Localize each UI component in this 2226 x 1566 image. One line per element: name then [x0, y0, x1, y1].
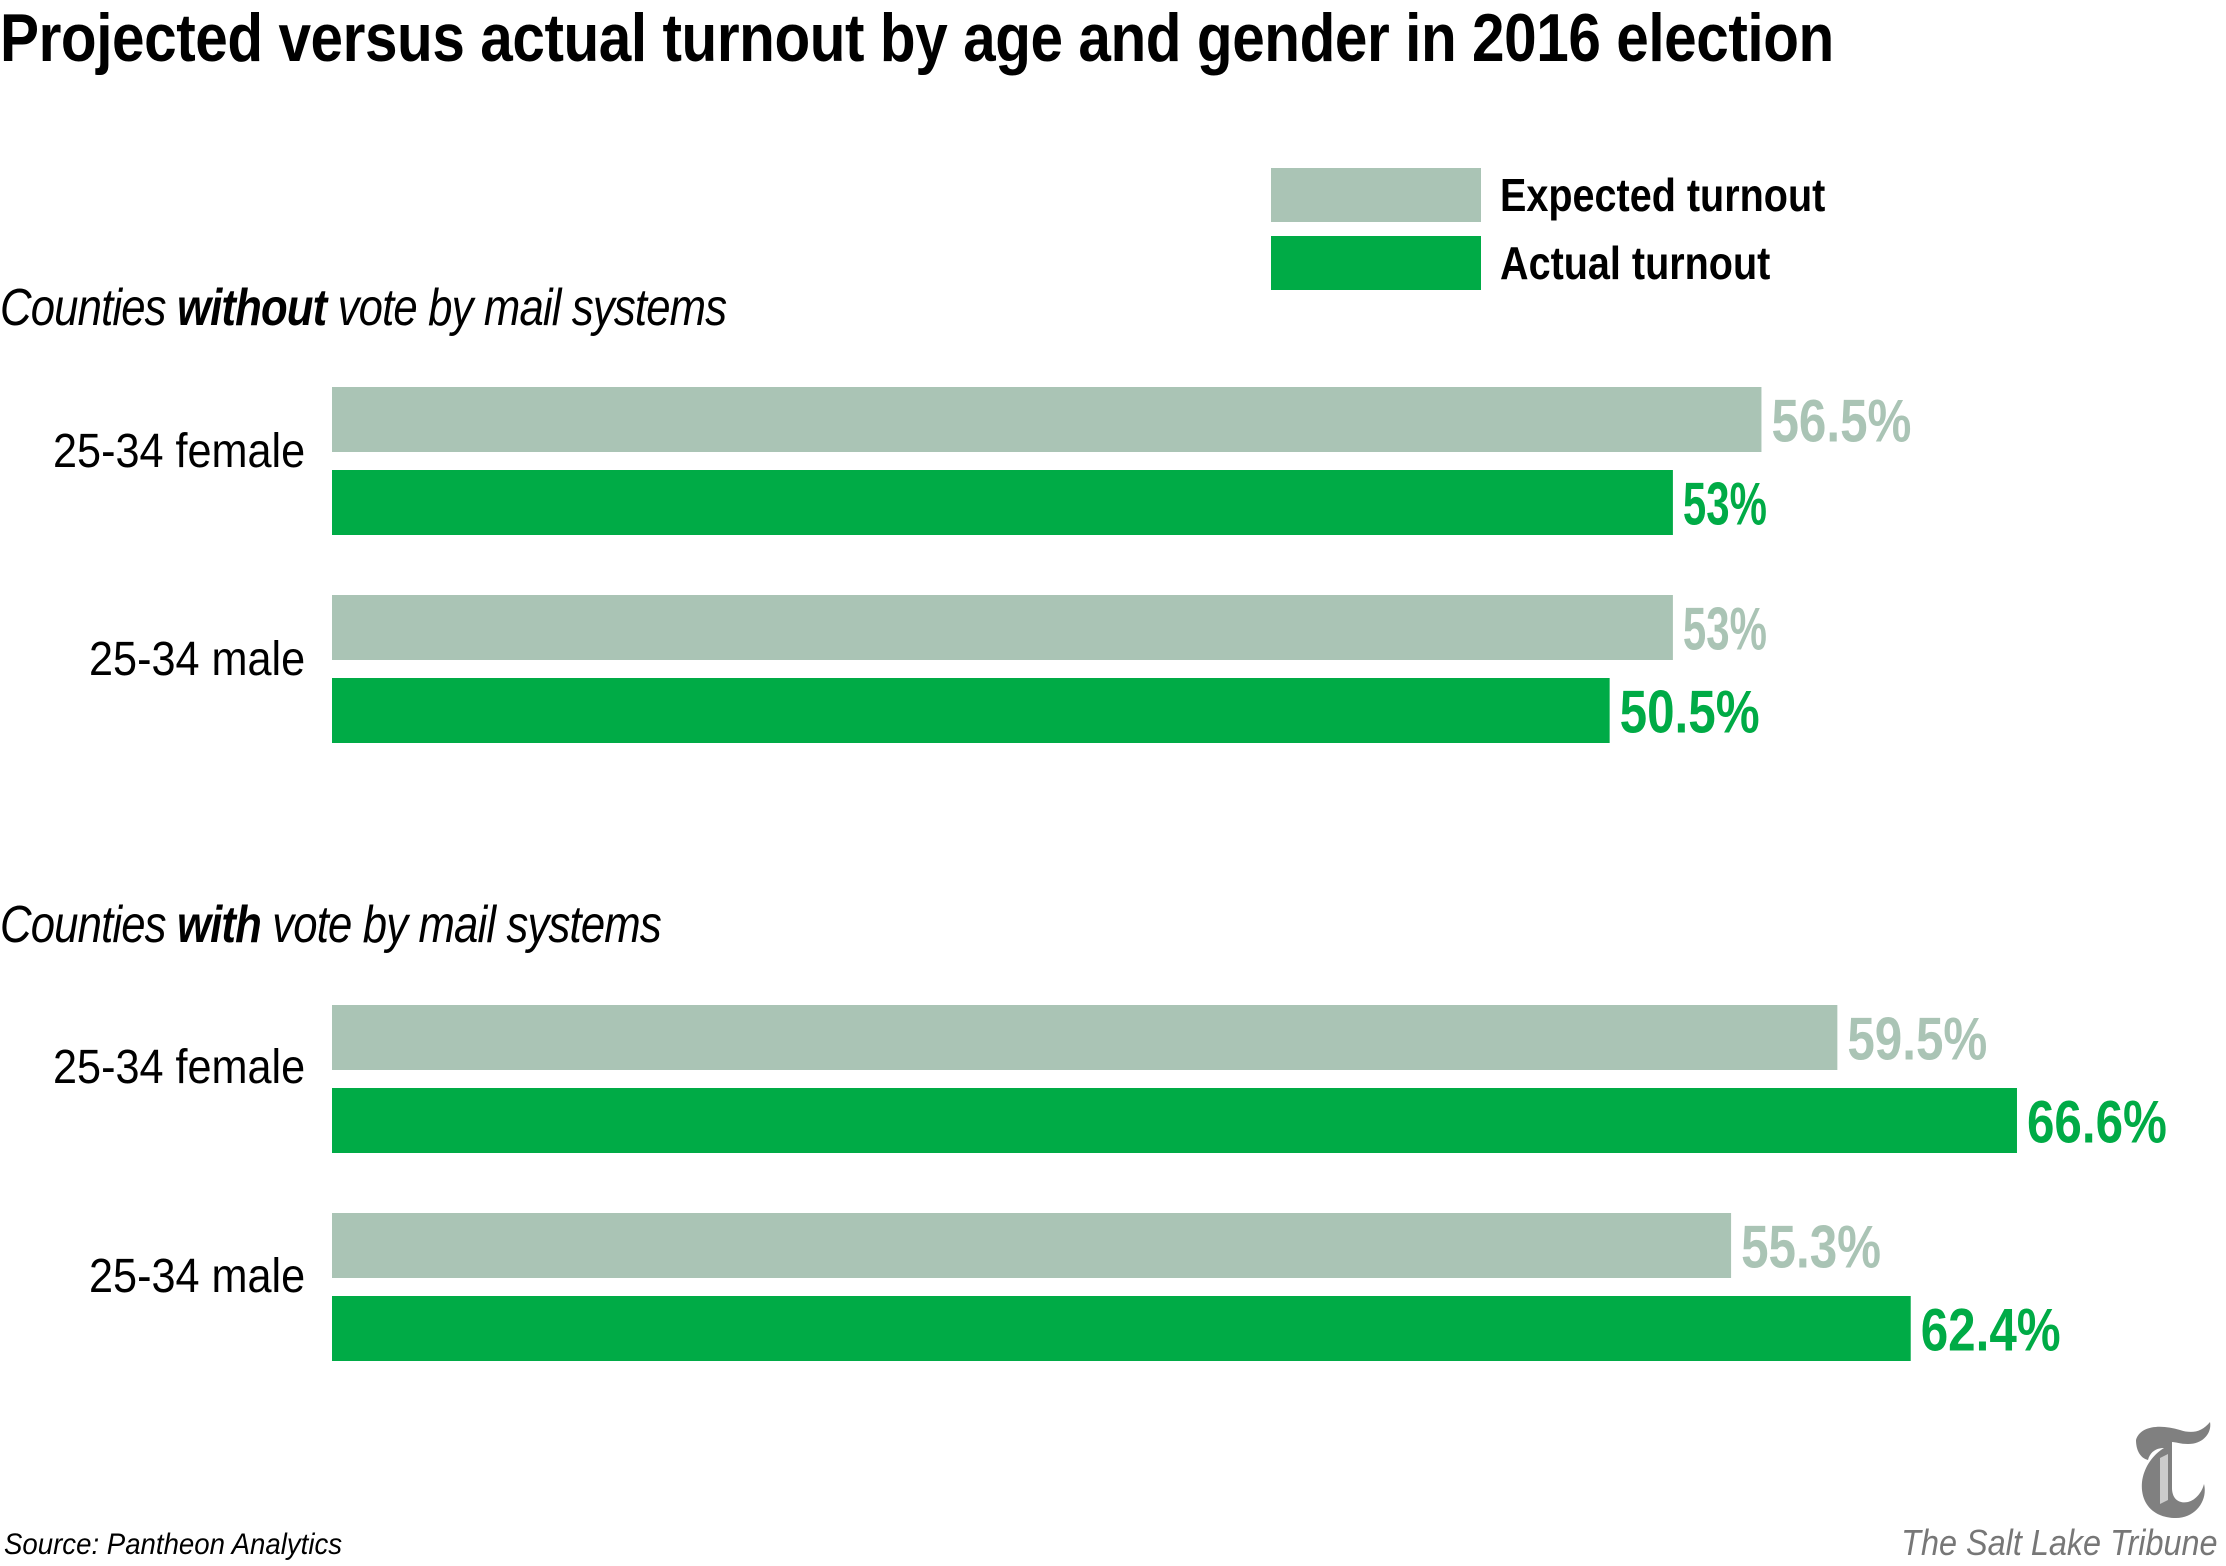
data-label-expected: 53% [1683, 596, 1767, 663]
tribune-t-logo-icon [2136, 1422, 2211, 1518]
chart-title: Projected versus actual turnout by age a… [0, 0, 1834, 76]
legend-swatch-actual [1271, 236, 1481, 290]
section-header-prefix: Counties [0, 896, 177, 954]
data-label-actual: 50.5% [1620, 679, 1760, 746]
section-header-emphasis: with [176, 896, 262, 954]
bar-actual [332, 678, 1610, 743]
source-note: Source: Pantheon Analytics [4, 1528, 343, 1561]
data-label-expected: 56.5% [1771, 388, 1911, 455]
legend-label-actual: Actual turnout [1500, 237, 1771, 289]
data-label-actual: 53% [1683, 471, 1767, 538]
category-label-female: 25-34 female [52, 425, 305, 478]
bar-actual [332, 1296, 1911, 1361]
legend-label-expected: Expected turnout [1500, 169, 1826, 221]
data-label-actual: 62.4% [1921, 1297, 2061, 1364]
category-label-female: 25-34 female [52, 1041, 305, 1094]
data-label-expected: 55.3% [1741, 1214, 1881, 1281]
category-label-male: 25-34 male [88, 1250, 305, 1303]
legend-swatch-expected [1271, 168, 1481, 222]
section-header-without: Counties without vote by mail systems [0, 276, 727, 340]
bar-expected [332, 1213, 1732, 1278]
data-label-expected: 59.5% [1847, 1006, 1987, 1073]
section-header-suffix: vote by mail systems [260, 896, 661, 954]
data-label-actual: 66.6% [2027, 1089, 2167, 1156]
section-header-prefix: Counties [0, 279, 177, 337]
bar-expected [332, 387, 1762, 452]
section-header-with: Counties with vote by mail systems [0, 893, 662, 957]
section-header-emphasis: without [176, 279, 327, 337]
bar-expected [332, 1005, 1838, 1070]
publisher-credit: The Salt Lake Tribune [1901, 1522, 2218, 1563]
bar-actual [332, 1088, 2017, 1153]
category-label-male: 25-34 male [88, 633, 305, 686]
bar-actual [332, 470, 1673, 535]
section-header-suffix: vote by mail systems [326, 279, 727, 337]
bar-expected [332, 595, 1673, 660]
